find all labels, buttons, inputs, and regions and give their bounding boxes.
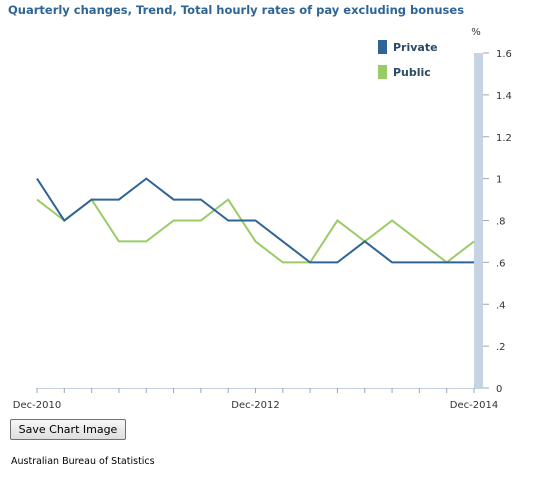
save-chart-image-button[interactable]: Save Chart Image	[10, 419, 126, 440]
legend-label-public: Public	[393, 66, 431, 79]
y-tick-label: .6	[496, 258, 506, 269]
series-line-public	[36, 198, 475, 264]
y-tick-label: .2	[496, 342, 506, 353]
y-tick-label: 0	[496, 384, 502, 395]
legend-swatch-public	[378, 65, 387, 79]
legend-swatch-private	[378, 40, 387, 54]
y-tick-label: 1.4	[496, 91, 512, 102]
y-axis-bar	[474, 53, 483, 388]
x-tick-label: Dec-2010	[13, 400, 61, 411]
y-tick-label: 1	[496, 175, 502, 186]
line-chart: 0 .2 .4 .6 .8 1 1.2 1.4 1.6% Dec-2010 Dec-2012 Dec-…	[13, 27, 512, 411]
y-tick-label: .4	[496, 300, 506, 311]
series-line-private	[36, 177, 474, 264]
chart-title: Quarterly changes, Trend, Total hourly r…	[8, 3, 465, 17]
source-label: Australian Bureau of Statistics	[11, 456, 155, 467]
y-tick-label: 1.6	[496, 49, 512, 60]
legend-label-private: Private	[393, 41, 438, 54]
y-tick-label: .8	[496, 217, 506, 228]
y-tick-label: 1.2	[496, 133, 512, 144]
x-tick-label: Dec-2014	[450, 400, 498, 411]
y-axis-unit-label: %	[471, 27, 481, 38]
x-tick-label: Dec-2012	[231, 400, 279, 411]
